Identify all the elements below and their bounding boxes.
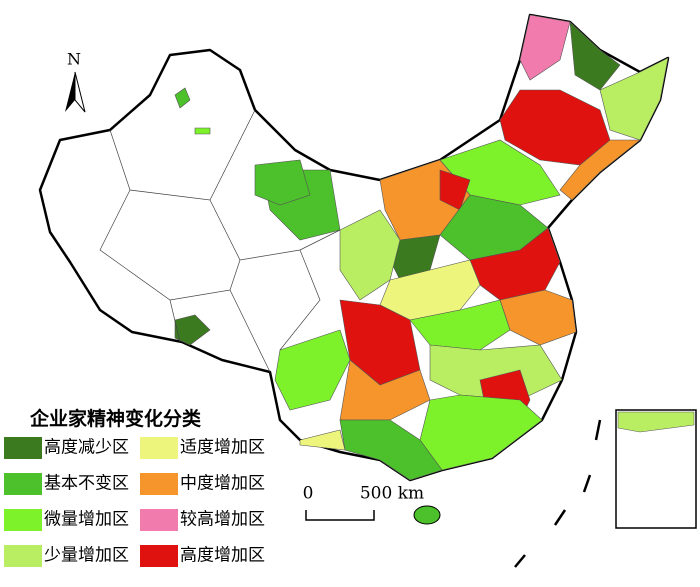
- region: [254, 159, 311, 206]
- legend-swatch: [140, 509, 178, 531]
- legend-label: 中度增加区: [180, 474, 265, 494]
- hainan-island: [413, 505, 441, 525]
- legend-swatch: [4, 437, 42, 459]
- land: [38, 13, 670, 482]
- north-label: N: [67, 50, 81, 69]
- legend-label: 基本不变区: [44, 474, 129, 494]
- region: [519, 14, 571, 81]
- legend-swatch: [140, 437, 178, 459]
- legend-title: 企业家精神变化分类: [29, 407, 201, 430]
- region: [174, 87, 191, 109]
- region: [174, 314, 211, 346]
- legend-label: 少量增加区: [44, 546, 129, 566]
- region: [274, 329, 351, 411]
- region: [339, 419, 443, 481]
- scale-label: 0: [303, 484, 314, 504]
- legend-label: 适度增加区: [180, 438, 265, 458]
- arrow-left: [65, 72, 75, 112]
- arrow-right: [74, 71, 86, 113]
- region: [299, 429, 346, 451]
- north-arrow: N: [65, 50, 86, 113]
- legend-label: 高度减少区: [44, 438, 129, 458]
- legend-label: 较高增加区: [180, 510, 265, 530]
- scale-bar: 0 500 km: [303, 484, 424, 521]
- scale-line: [305, 510, 375, 521]
- legend-swatch: [4, 509, 42, 531]
- region: [469, 227, 561, 301]
- legend-swatch: [140, 473, 178, 495]
- legend-swatch: [140, 545, 178, 567]
- region: [194, 127, 211, 135]
- legend-swatch: [4, 545, 42, 567]
- south-china-sea-dashes: [514, 419, 602, 568]
- region: [599, 57, 669, 141]
- region: [419, 394, 543, 471]
- region: [559, 139, 641, 201]
- region: [569, 21, 621, 91]
- province-borders: [99, 109, 341, 373]
- inset-land: [617, 411, 695, 433]
- legend-label: 高度增加区: [180, 546, 265, 566]
- scale-label: 500 km: [360, 484, 424, 504]
- region: [429, 344, 563, 401]
- legend-label: 微量增加区: [44, 510, 129, 530]
- legend-swatch: [4, 473, 42, 495]
